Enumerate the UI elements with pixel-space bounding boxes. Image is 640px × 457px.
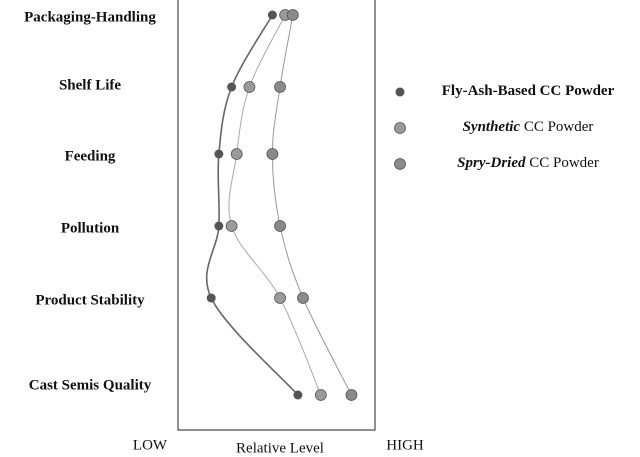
legend-text: CC Powder	[520, 119, 593, 135]
legend-marker	[394, 122, 406, 134]
data-point	[297, 292, 309, 304]
data-point	[274, 220, 286, 232]
data-point	[345, 389, 358, 401]
legend-emphasis: Synthetic	[463, 119, 521, 135]
data-point	[286, 9, 299, 21]
legend-marker	[395, 87, 405, 97]
series-line	[206, 14, 299, 396]
category-label: Feeding	[65, 148, 116, 164]
data-point	[266, 148, 279, 160]
data-point	[230, 148, 243, 160]
data-point	[214, 149, 224, 159]
data-point	[227, 82, 237, 92]
category-label: Shelf Life	[59, 77, 121, 93]
category-label: Cast Semis Quality	[29, 377, 152, 393]
legend-text: CC Powder	[525, 155, 598, 171]
legend-label: Spry-Dried CC Powder	[457, 155, 599, 171]
legend-label: Synthetic CC Powder	[463, 119, 594, 135]
legend-emphasis: Spry-Dried	[457, 155, 526, 171]
legend-text: Fly-Ash-Based CC Powder	[442, 83, 615, 99]
data-point	[225, 220, 238, 232]
data-point	[243, 81, 256, 93]
legend-marker	[394, 158, 406, 170]
data-point	[274, 292, 286, 304]
x-tick-label: LOW	[133, 437, 168, 453]
data-point	[274, 81, 286, 93]
data-point	[293, 390, 303, 400]
category-label: Packaging-Handling	[24, 9, 156, 25]
x-tick-label: HIGH	[386, 437, 424, 453]
category-label: Pollution	[61, 220, 120, 236]
data-point	[267, 10, 277, 20]
data-point	[206, 293, 216, 303]
x-axis-label: Relative Level	[236, 440, 324, 456]
plot-frame	[177, 0, 376, 431]
series-line	[271, 14, 352, 396]
category-label: Product Stability	[35, 292, 145, 308]
data-point	[214, 221, 224, 231]
legend-label: Fly-Ash-Based CC Powder	[442, 83, 615, 99]
data-point	[314, 389, 327, 401]
